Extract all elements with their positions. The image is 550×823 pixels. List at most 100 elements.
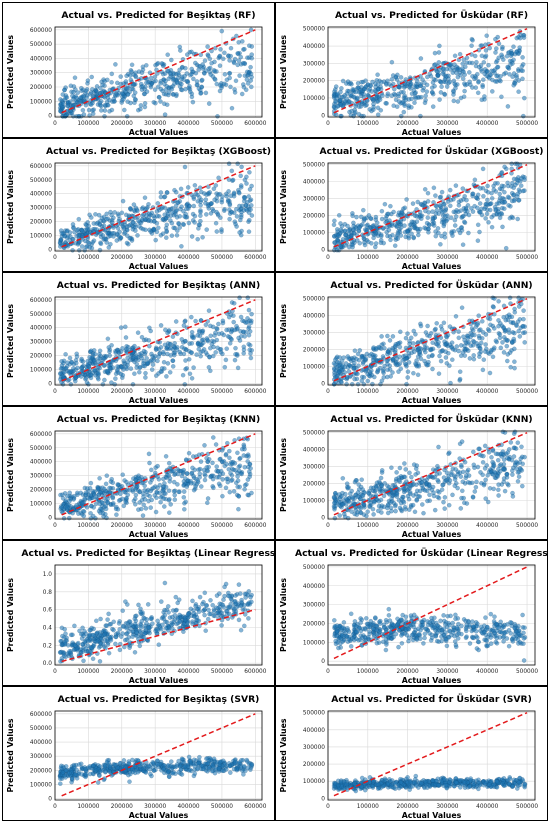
y-tick-label: 0 bbox=[321, 113, 325, 119]
x-axis-label: Actual Values bbox=[402, 396, 462, 405]
data-point bbox=[355, 80, 361, 86]
data-point bbox=[493, 46, 499, 51]
chart-panel: Actual vs. Predicted for Üsküdar (Linear… bbox=[275, 540, 548, 686]
y-tick-label: 400000 bbox=[303, 44, 325, 50]
data-point bbox=[146, 451, 152, 457]
y-tick-label: 0 bbox=[321, 515, 325, 521]
data-point bbox=[74, 503, 79, 508]
data-point bbox=[231, 60, 237, 66]
y-tick-label: 100000 bbox=[30, 99, 52, 105]
data-point bbox=[429, 487, 435, 493]
data-point bbox=[430, 216, 436, 222]
chart-title: Actual vs. Predicted for Beşiktaş (Linea… bbox=[21, 548, 275, 559]
y-tick-label: 300000 bbox=[303, 465, 325, 471]
data-point bbox=[489, 347, 494, 353]
x-tick-label: 300000 bbox=[144, 121, 166, 127]
data-point bbox=[139, 70, 145, 75]
y-tick-label: 0.8 bbox=[43, 590, 53, 596]
data-point bbox=[238, 173, 243, 179]
data-point bbox=[196, 222, 202, 227]
y-tick-label: 100000 bbox=[30, 234, 52, 240]
data-point bbox=[206, 365, 212, 370]
scatter-points bbox=[57, 27, 255, 119]
data-point bbox=[91, 633, 96, 638]
data-point bbox=[396, 478, 402, 483]
data-point bbox=[479, 53, 485, 59]
data-point bbox=[360, 492, 365, 498]
chart-panel: Actual vs. Predicted for Üsküdar (RF) 0 10… bbox=[275, 2, 548, 138]
data-point bbox=[245, 477, 251, 482]
data-point bbox=[475, 90, 481, 96]
data-point bbox=[363, 103, 368, 108]
data-point bbox=[140, 363, 146, 369]
data-point bbox=[60, 101, 66, 106]
y-tick-label: 500000 bbox=[30, 446, 52, 452]
data-point bbox=[148, 616, 154, 622]
data-point bbox=[350, 213, 355, 219]
data-point bbox=[147, 493, 152, 499]
data-point bbox=[493, 36, 498, 42]
data-point bbox=[468, 343, 474, 348]
data-point bbox=[211, 68, 217, 73]
data-point bbox=[483, 496, 488, 501]
data-point bbox=[211, 186, 217, 192]
data-point bbox=[144, 620, 149, 626]
data-point bbox=[343, 496, 349, 501]
data-point bbox=[348, 92, 353, 97]
data-point bbox=[60, 633, 65, 639]
data-point bbox=[245, 81, 251, 86]
data-point bbox=[413, 96, 418, 101]
data-point bbox=[504, 358, 510, 364]
data-point bbox=[436, 371, 442, 376]
y-tick-label: 400000 bbox=[30, 192, 52, 198]
data-point bbox=[503, 245, 509, 251]
data-point bbox=[182, 621, 187, 627]
data-point bbox=[203, 350, 209, 355]
data-point bbox=[447, 342, 453, 348]
scatter-chart: Actual vs. Predicted for Beşiktaş (KNN)0… bbox=[6, 414, 267, 539]
data-point bbox=[78, 490, 83, 496]
x-tick-label: 0 bbox=[326, 121, 330, 127]
data-point bbox=[332, 515, 338, 521]
data-point bbox=[480, 84, 485, 90]
data-point bbox=[189, 234, 195, 239]
data-point bbox=[174, 79, 180, 85]
data-point bbox=[498, 74, 503, 79]
data-point bbox=[189, 66, 194, 72]
data-point bbox=[90, 108, 95, 113]
data-point bbox=[460, 186, 466, 191]
data-point bbox=[132, 650, 138, 655]
data-point bbox=[212, 197, 217, 203]
data-point bbox=[190, 99, 196, 105]
data-point bbox=[460, 469, 466, 475]
y-tick-label: 500000 bbox=[303, 297, 325, 303]
data-point bbox=[202, 71, 207, 76]
data-point bbox=[63, 365, 69, 371]
x-tick-label: 400000 bbox=[177, 121, 199, 127]
data-point bbox=[405, 331, 410, 336]
y-tick-label: 0 bbox=[321, 381, 325, 387]
data-point bbox=[88, 348, 94, 353]
data-point bbox=[511, 454, 517, 459]
data-point bbox=[111, 619, 116, 625]
data-point bbox=[394, 470, 399, 475]
data-point bbox=[344, 81, 349, 86]
data-point bbox=[237, 230, 242, 235]
data-point bbox=[190, 598, 195, 604]
data-point bbox=[184, 366, 189, 371]
data-point bbox=[426, 475, 431, 480]
data-point bbox=[109, 80, 114, 85]
data-point bbox=[444, 84, 450, 89]
data-point bbox=[440, 71, 446, 76]
x-tick-label: 400000 bbox=[177, 389, 199, 395]
data-point bbox=[415, 372, 421, 378]
data-point bbox=[104, 623, 109, 628]
data-point bbox=[500, 466, 506, 472]
data-point bbox=[122, 644, 127, 650]
y-tick-label: 300000 bbox=[303, 61, 325, 67]
data-point bbox=[505, 481, 510, 487]
data-point bbox=[197, 341, 203, 347]
ideal-fit-line bbox=[333, 28, 528, 114]
data-point bbox=[349, 381, 355, 387]
data-point bbox=[113, 634, 119, 640]
